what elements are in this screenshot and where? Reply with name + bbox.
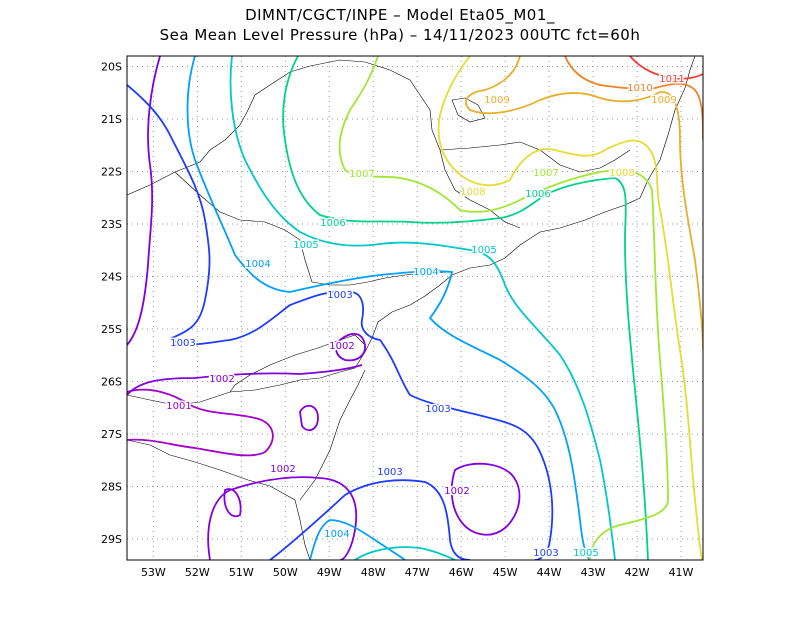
isobar-1002 <box>450 462 521 536</box>
isobar-1002 <box>223 488 242 518</box>
isobar-1002 <box>299 404 319 432</box>
map-title-line1: DIMNT/CGCT/INPE – Model Eta05_M01_ <box>245 6 555 24</box>
lon-tick-label: 46W <box>449 566 474 579</box>
lat-tick-label: 27S <box>101 428 122 441</box>
isobar-1010 <box>564 56 703 141</box>
isobar-1011 <box>629 56 703 80</box>
isobar-1003 <box>127 84 554 560</box>
contour-label-1008: 1008 <box>460 187 485 198</box>
contour-label-1002: 1002 <box>444 486 469 497</box>
contour-label-1011: 1011 <box>659 74 684 85</box>
isobars <box>127 56 703 560</box>
isobar-1008 <box>437 56 703 560</box>
contour-label-1007: 1007 <box>349 169 374 180</box>
isobar-1002 <box>207 476 358 560</box>
map-title-line2: Sea Mean Level Pressure (hPa) – 14/11/20… <box>159 26 641 44</box>
lat-tick-label: 24S <box>101 271 122 284</box>
contour-label-1003: 1003 <box>533 548 558 559</box>
coastline-and-borders <box>127 56 696 560</box>
contour-label-1003: 1003 <box>327 290 352 301</box>
lon-tick-label: 47W <box>405 566 430 579</box>
lat-tick-label: 25S <box>101 323 122 336</box>
lon-tick-label: 49W <box>317 566 342 579</box>
contour-label-1006: 1006 <box>320 218 345 229</box>
lon-tick-label: 48W <box>361 566 386 579</box>
lon-tick-label: 43W <box>581 566 606 579</box>
lat-tick-label: 29S <box>101 533 122 546</box>
contour-label-1004: 1004 <box>413 267 438 278</box>
contour-label-1002: 1002 <box>270 464 295 475</box>
isobar-1007 <box>338 56 669 560</box>
contour-label-1006: 1006 <box>525 189 550 200</box>
lat-tick-label: 21S <box>101 113 122 126</box>
isobar-1002 <box>127 364 363 396</box>
contour-label-1003: 1003 <box>377 467 402 478</box>
contour-label-1002: 1002 <box>329 341 354 352</box>
lat-tick-label: 22S <box>101 166 122 179</box>
grid-lines <box>127 56 703 560</box>
contour-label-1005: 1005 <box>573 548 598 559</box>
contour-label-1004: 1004 <box>324 529 349 540</box>
lon-tick-label: 42W <box>625 566 650 579</box>
lon-tick-label: 52W <box>185 566 210 579</box>
contour-label-1002: 1002 <box>209 374 234 385</box>
lat-tick-label: 23S <box>101 218 122 231</box>
isobar-1006 <box>282 56 649 560</box>
isobar-1002 <box>127 56 161 346</box>
lon-tick-label: 45W <box>493 566 518 579</box>
isobar-1009 <box>465 56 703 351</box>
lon-tick-label: 50W <box>273 566 298 579</box>
axis-labels: 53W 52W 51W 50W 49W 48W 47W 46W 45W 44W 43W 42W 41W 2… <box>101 61 694 580</box>
lat-tick-label: 28S <box>101 481 122 494</box>
lon-tick-label: 44W <box>537 566 562 579</box>
contour-label-1003: 1003 <box>425 404 450 415</box>
contour-label-1009: 1009 <box>484 95 509 106</box>
lon-tick-label: 41W <box>669 566 694 579</box>
isobar-1001 <box>127 388 274 457</box>
isobar-1004 <box>186 56 591 560</box>
isobar-1003 <box>269 479 471 560</box>
contour-label-1003: 1003 <box>170 338 195 349</box>
contour-label-1005: 1005 <box>293 240 318 251</box>
contour-label-1001: 1001 <box>166 401 191 412</box>
isobar-1005 <box>354 546 456 560</box>
lon-tick-label: 53W <box>141 566 166 579</box>
isobar-1005 <box>229 56 616 560</box>
contour-label-1008: 1008 <box>609 168 634 179</box>
contour-label-1007: 1007 <box>533 168 558 179</box>
contour-label-1005: 1005 <box>471 245 496 256</box>
isobar-1004 <box>309 519 406 560</box>
lon-tick-label: 51W <box>229 566 254 579</box>
lat-tick-label: 20S <box>101 61 122 74</box>
plot-frame <box>126 55 704 561</box>
contour-label-1010: 1010 <box>627 83 652 94</box>
isobar-1002 <box>334 332 366 362</box>
contour-label-1004: 1004 <box>245 259 270 270</box>
lat-tick-label: 26S <box>101 376 122 389</box>
contour-label-1009: 1009 <box>651 95 676 106</box>
